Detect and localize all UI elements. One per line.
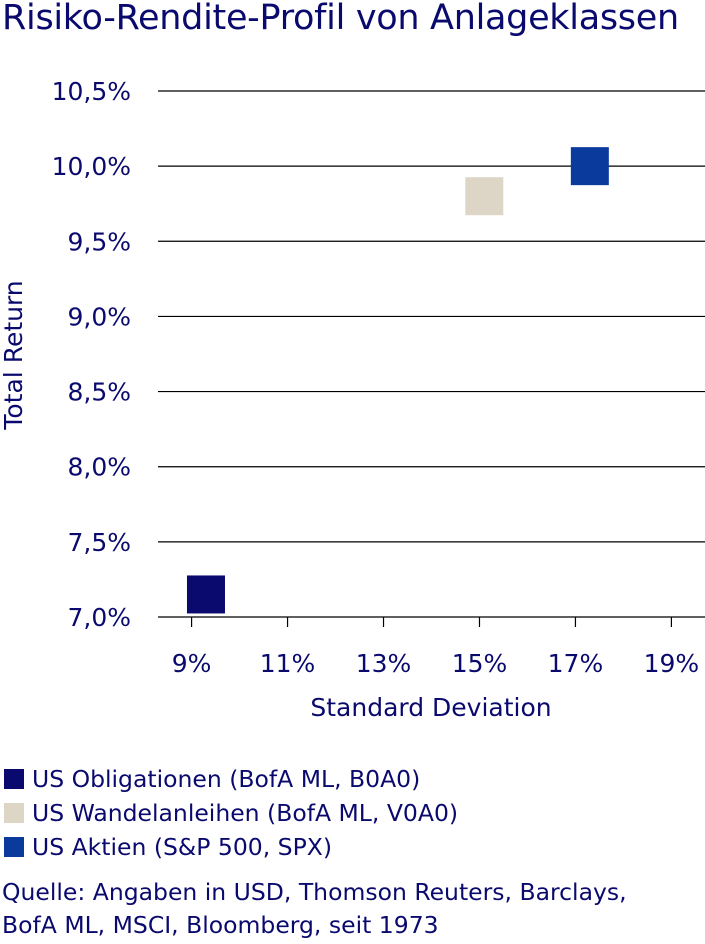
y-tick-label: 10,0% bbox=[52, 152, 131, 181]
data-points bbox=[186, 147, 609, 614]
data-point bbox=[570, 147, 609, 186]
y-tick-label: 9,5% bbox=[67, 227, 131, 256]
y-tick-label: 7,0% bbox=[67, 603, 131, 632]
data-point bbox=[465, 177, 504, 216]
legend-item-us-obligationen: US Obligationen (BofA ML, B0A0) bbox=[4, 762, 458, 796]
legend-label: US Wandelanleihen (BofA ML, V0A0) bbox=[32, 799, 459, 827]
x-tick-label: 11% bbox=[260, 649, 316, 678]
legend-swatch bbox=[4, 769, 24, 789]
legend-item-us-wandelanleihen: US Wandelanleihen (BofA ML, V0A0) bbox=[4, 796, 458, 830]
x-tick-label: 13% bbox=[356, 649, 412, 678]
y-tick-label: 10,5% bbox=[52, 77, 131, 106]
scatter-chart: 7,0% 7,5% 8,0% 8,5% 9,0% 9,5% 10,0% 10,5% 9% 11%… bbox=[0, 77, 705, 722]
x-axis-tick-labels: 9% 11% 13% 15% 17% 19% bbox=[172, 649, 699, 678]
legend-swatch bbox=[4, 803, 24, 823]
x-tick-label: 15% bbox=[452, 649, 508, 678]
source-line-1: Quelle: Angaben in USD, Thomson Reuters,… bbox=[2, 878, 627, 906]
legend-label: US Obligationen (BofA ML, B0A0) bbox=[32, 765, 421, 793]
x-axis-label: Standard Deviation bbox=[310, 693, 551, 722]
y-axis-label: Total Return bbox=[0, 280, 28, 430]
y-tick-label: 8,0% bbox=[67, 453, 131, 482]
y-tick-label: 8,5% bbox=[67, 378, 131, 407]
y-tick-label: 9,0% bbox=[67, 302, 131, 331]
x-axis-ticks bbox=[190, 617, 673, 627]
x-tick-label: 17% bbox=[548, 649, 604, 678]
data-point bbox=[186, 575, 225, 614]
source-line-2: BofA ML, MSCI, Bloomberg, seit 1973 bbox=[2, 911, 439, 939]
gridlines bbox=[158, 90, 705, 618]
legend-item-us-aktien: US Aktien (S&P 500, SPX) bbox=[4, 830, 458, 864]
y-tick-label: 7,5% bbox=[67, 528, 131, 557]
y-axis-tick-labels: 7,0% 7,5% 8,0% 8,5% 9,0% 9,5% 10,0% 10,5% bbox=[52, 77, 131, 632]
legend-label: US Aktien (S&P 500, SPX) bbox=[32, 833, 333, 861]
x-tick-label: 9% bbox=[172, 649, 212, 678]
legend-swatch bbox=[4, 837, 24, 857]
chart-title: Risiko-Rendite-Profil von Anlageklassen bbox=[2, 0, 679, 38]
source-note: Quelle: Angaben in USD, Thomson Reuters,… bbox=[2, 876, 627, 942]
legend: US Obligationen (BofA ML, B0A0) US Wande… bbox=[4, 762, 458, 864]
x-tick-label: 19% bbox=[644, 649, 700, 678]
